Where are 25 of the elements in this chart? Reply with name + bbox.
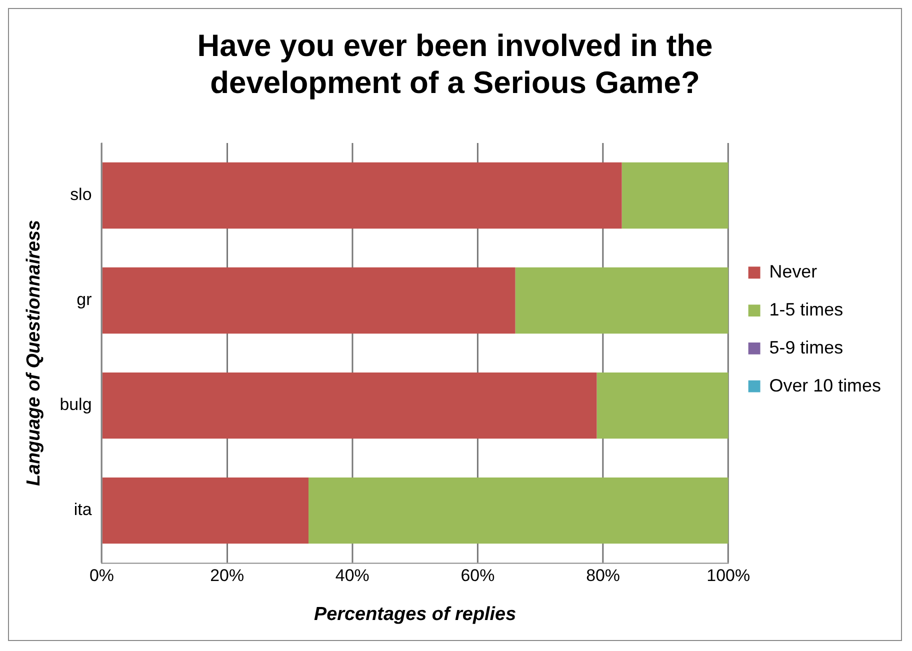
x-axis-title: Percentages of replies [314, 604, 516, 625]
x-tick-label: 0% [89, 566, 114, 585]
y-tick-label: gr [76, 290, 92, 310]
bar [102, 372, 597, 439]
y-tick-label: bulg [60, 395, 92, 414]
y-tick-label: slo [70, 185, 92, 204]
y-tick-label: ita [74, 500, 92, 520]
bar [596, 372, 728, 439]
bar [102, 477, 309, 544]
chart-title: Have you ever been involved in the development of a Serious Game? [197, 28, 713, 100]
legend-label: Over 10 times [769, 375, 881, 396]
x-tick-label: 100% [706, 566, 750, 585]
x-tick-label: 60% [460, 566, 495, 585]
legend-label: Never [769, 262, 818, 282]
legend-label: 5-9 times [769, 337, 844, 358]
legend-label: 1-5 times [769, 300, 844, 320]
x-tick-label: 80% [586, 566, 620, 585]
bar [515, 267, 728, 334]
bar [622, 162, 728, 229]
x-tick-label: 40% [335, 566, 370, 585]
x-tick-label: 20% [210, 566, 244, 585]
bar [102, 267, 516, 334]
bar [102, 162, 622, 229]
bar [308, 477, 728, 544]
y-axis-title: Language of Questionnairess [24, 220, 45, 486]
